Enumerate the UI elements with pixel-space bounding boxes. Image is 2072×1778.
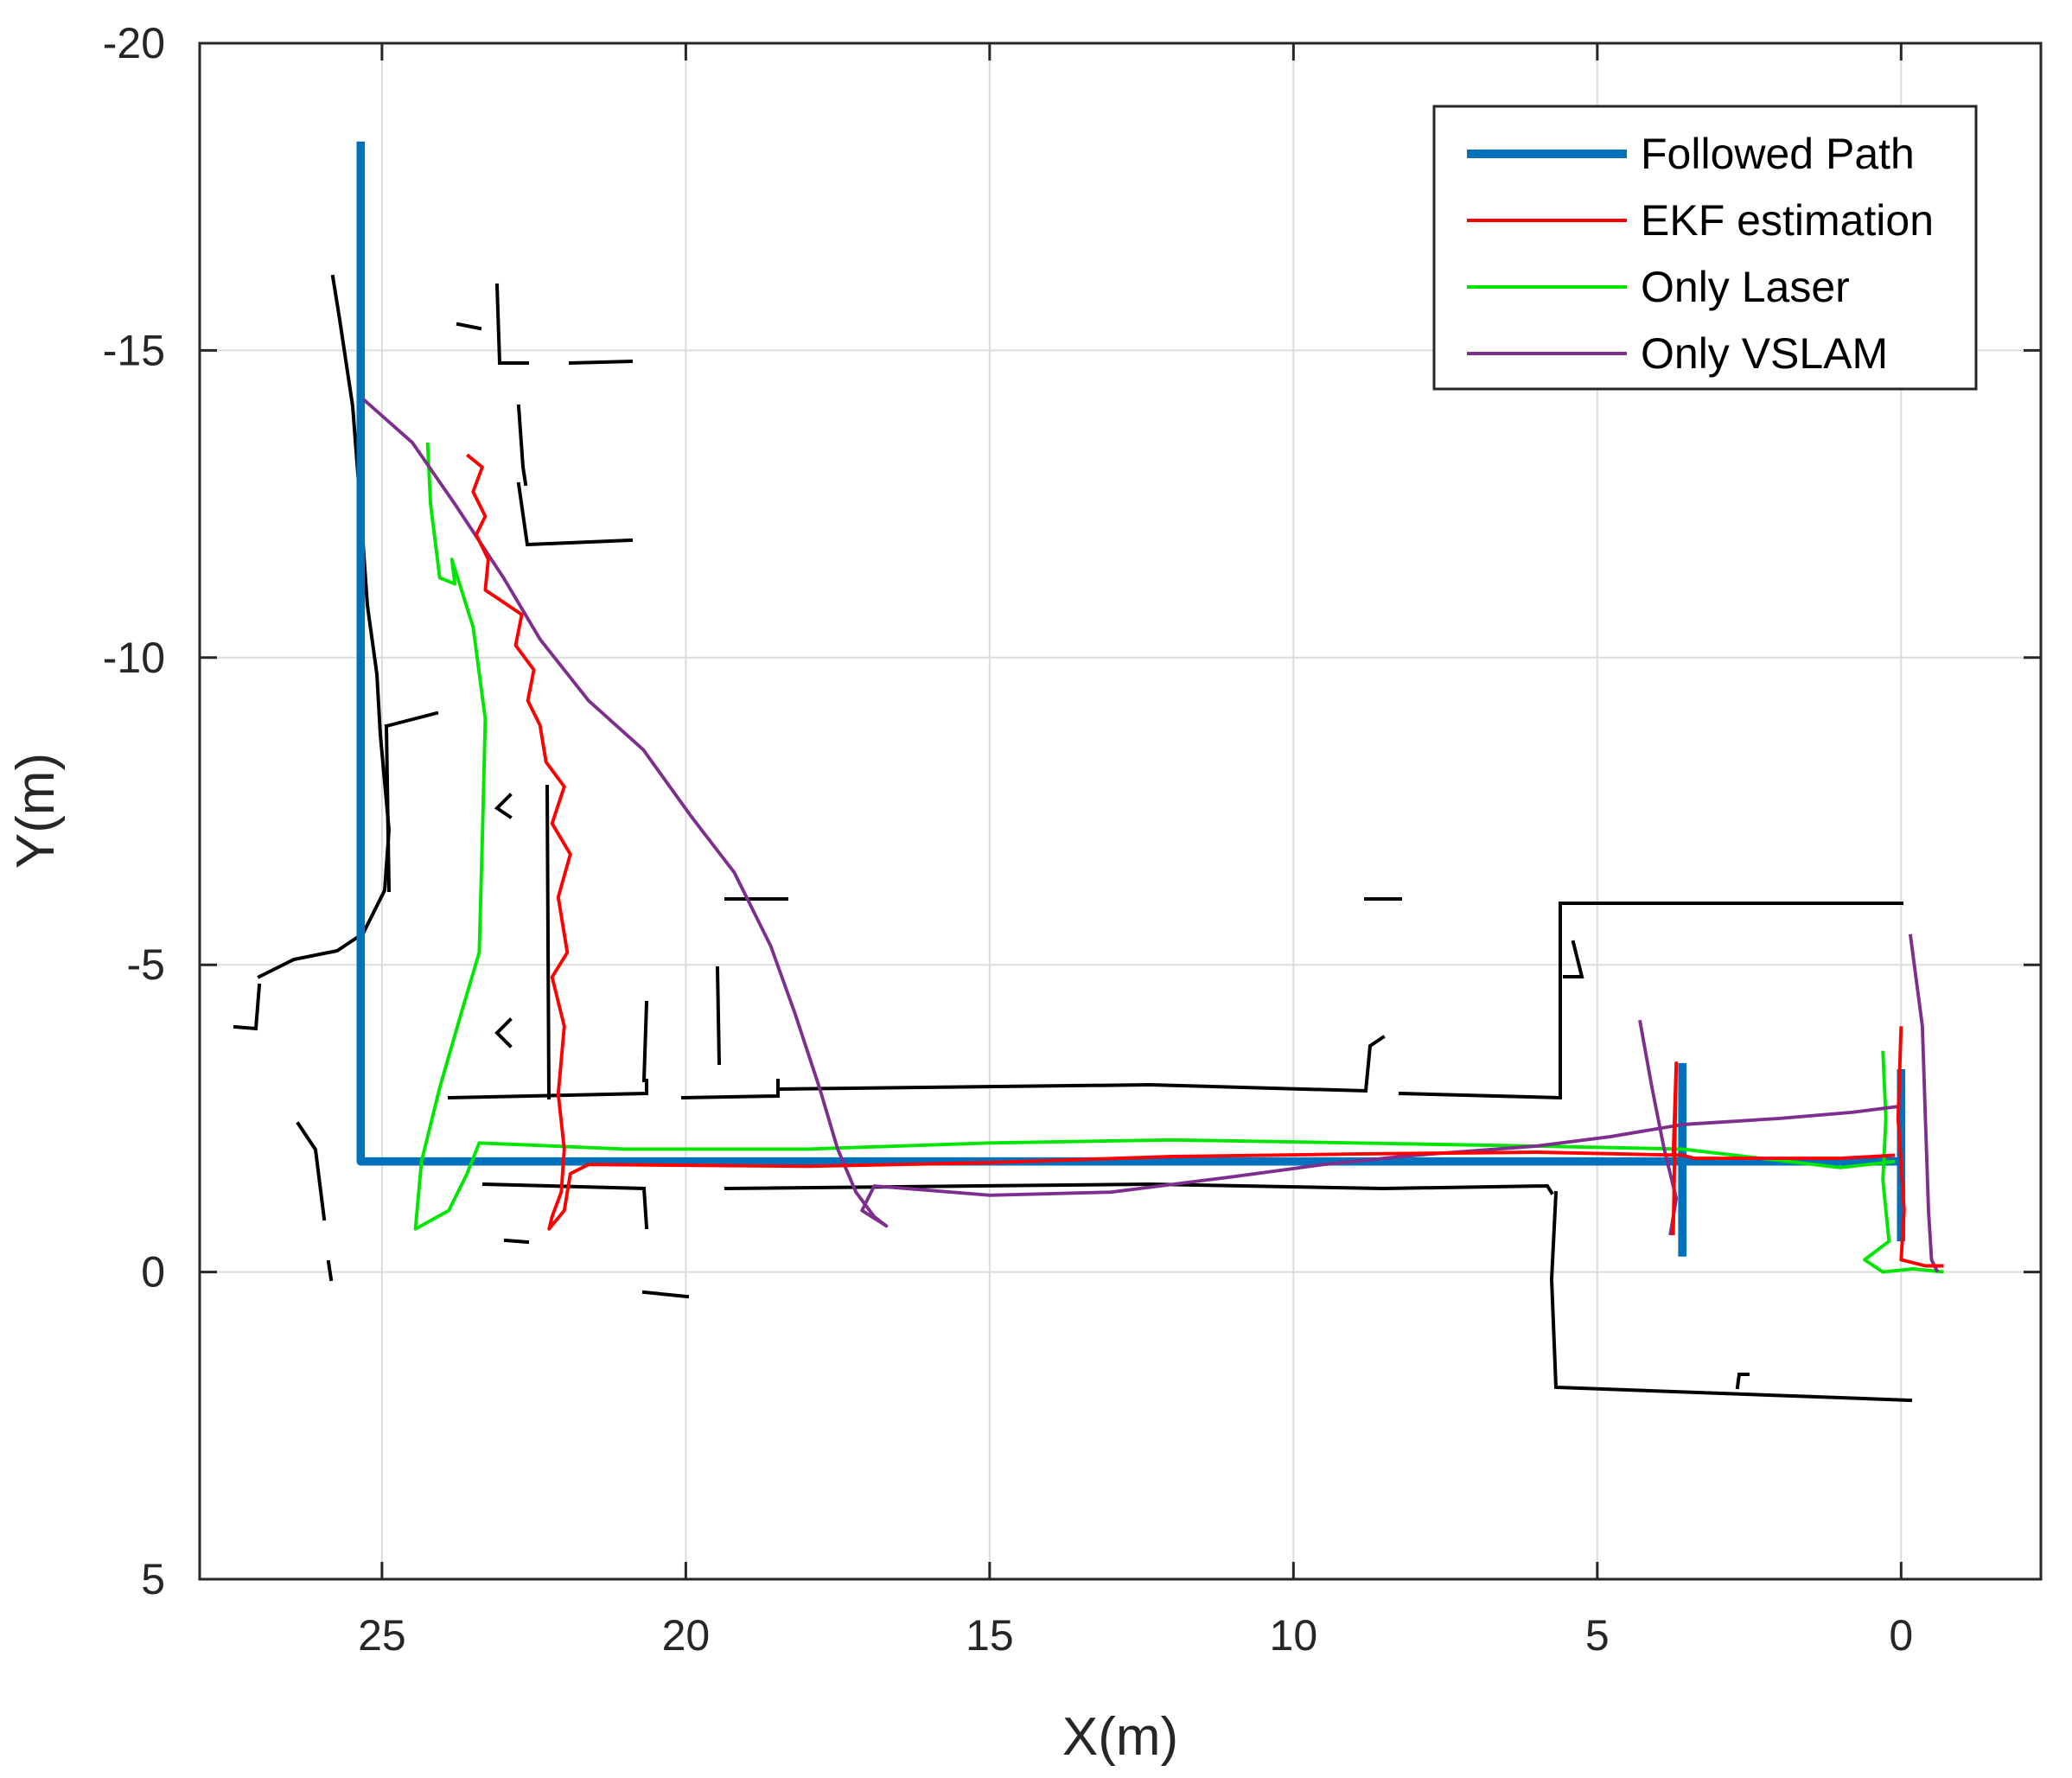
y-tick-label: -15 [103,326,165,374]
legend-label-only-vslam: Only VSLAM [1641,329,1888,378]
y-tick-label: -20 [103,19,165,67]
occupancy-map [233,274,1913,1403]
ekf-estimation-line [1671,1061,1679,1236]
x-tick-label: 15 [966,1611,1014,1660]
map-wall [503,1238,530,1245]
series-only-laser [413,442,1944,1274]
x-tick-label: 25 [358,1611,406,1660]
map-wall [1563,940,1584,978]
y-tick-label: -5 [127,940,165,989]
map-wall [1549,1190,1913,1403]
legend-label-followed-path: Followed Path [1641,130,1915,178]
only-vslam-line [362,398,1902,1228]
ekf-estimation-line [1896,1026,1944,1268]
y-tick-label: -10 [103,634,165,682]
axes-box [198,41,2043,1581]
map-wall [296,1121,327,1221]
map-wall [641,1290,690,1299]
map-wall [568,359,634,366]
series-ekf-estimation [466,453,1944,1268]
x-axis-label: X(m) [1062,1707,1178,1767]
map-wall [715,965,722,1066]
map-wall [724,1182,1554,1195]
map-wall [481,1182,649,1230]
map-wall [516,404,528,487]
map-wall [545,784,551,1100]
y-tick-label: 5 [141,1555,165,1603]
map-wall [516,481,634,547]
map-wall [384,723,392,893]
only-laser-line [413,442,1896,1231]
y-axis-label: Y(m) [6,753,66,869]
legend-label-ekf-estimation: EKF estimation [1641,196,1934,245]
axis-ticks [200,41,2041,1581]
map-wall [257,274,392,979]
legend-entries: Followed Path EKF estimation Only Laser Onl… [1467,130,1934,378]
map-wall [326,1259,334,1282]
map-wall [494,283,529,365]
x-tick-label: 10 [1270,1611,1318,1660]
map-wall [775,1035,1386,1093]
x-tick-label: 5 [1585,1611,1610,1660]
followed-path-line [356,141,1902,1166]
x-tick-labels: 25 20 15 10 5 0 [358,1611,1913,1660]
map-wall [680,1079,780,1100]
only-vslam-line [1908,934,1940,1273]
series-layer [356,141,1944,1274]
ekf-estimation-line [466,453,1896,1231]
legend: Followed Path EKF estimation Only Laser Onl… [1432,105,1978,391]
y-tick-label: 0 [141,1248,165,1297]
map-wall [456,322,482,331]
map-wall [447,1079,648,1100]
map-wall [494,793,513,819]
x-tick-label: 20 [662,1611,711,1660]
map-wall [641,1000,649,1083]
x-tick-label: 0 [1889,1611,1913,1660]
map-wall [1735,1373,1750,1390]
map-wall [494,1017,513,1048]
map-wall [1398,902,1903,1100]
y-tick-labels: -20 -15 -10 -5 0 5 [103,19,165,1603]
legend-label-only-laser: Only Laser [1641,263,1850,311]
only-laser-line [1863,1050,1944,1274]
map-wall [233,983,262,1031]
map-wall [384,711,439,729]
